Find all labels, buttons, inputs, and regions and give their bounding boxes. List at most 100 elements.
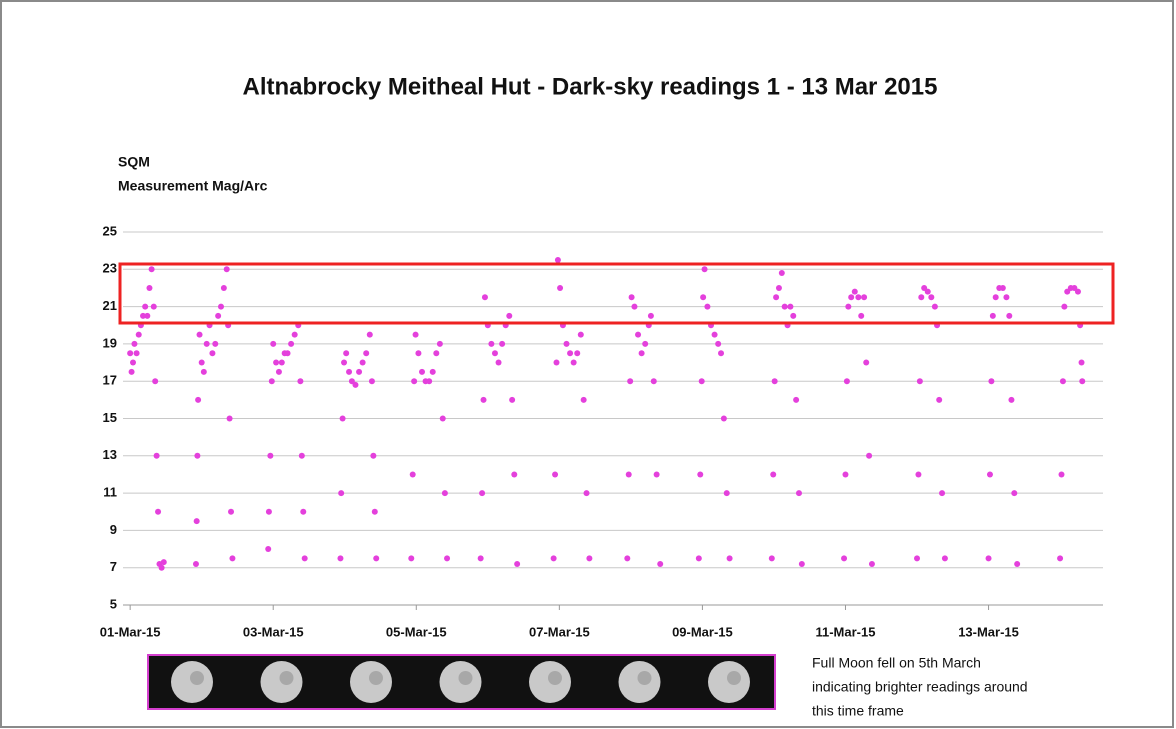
data-point xyxy=(492,350,498,356)
data-point xyxy=(578,332,584,338)
data-point xyxy=(479,490,485,496)
x-tick-label: 09-Mar-15 xyxy=(672,624,733,639)
data-point xyxy=(1079,360,1085,366)
data-point xyxy=(552,471,558,477)
data-point xyxy=(858,313,864,319)
data-point xyxy=(845,304,851,310)
data-point xyxy=(697,471,703,477)
y-axis-label: Measurement Mag/Arc xyxy=(118,178,268,194)
data-point xyxy=(197,332,203,338)
y-tick-label: 17 xyxy=(103,373,117,388)
data-point xyxy=(773,294,779,300)
data-point xyxy=(936,397,942,403)
y-axis-label: SQM xyxy=(118,154,150,170)
data-point xyxy=(338,490,344,496)
data-point xyxy=(215,313,221,319)
data-point xyxy=(481,397,487,403)
data-point xyxy=(437,341,443,347)
data-point xyxy=(221,285,227,291)
data-point xyxy=(571,360,577,366)
data-point xyxy=(770,471,776,477)
data-point xyxy=(557,285,563,291)
data-point xyxy=(300,509,306,515)
data-point xyxy=(915,471,921,477)
data-point xyxy=(373,555,379,561)
x-tick-label: 13-Mar-15 xyxy=(958,624,1019,639)
data-point xyxy=(131,341,137,347)
data-point xyxy=(586,555,592,561)
data-point xyxy=(939,490,945,496)
y-tick-label: 9 xyxy=(110,522,117,537)
data-point xyxy=(704,304,710,310)
data-point xyxy=(584,490,590,496)
data-point xyxy=(987,471,993,477)
data-point xyxy=(514,561,520,567)
data-point xyxy=(154,453,160,459)
data-point xyxy=(511,471,517,477)
data-point xyxy=(270,341,276,347)
data-point xyxy=(787,304,793,310)
data-point xyxy=(346,369,352,375)
data-point xyxy=(201,369,207,375)
data-point xyxy=(152,378,158,384)
data-point xyxy=(918,294,924,300)
data-point xyxy=(276,369,282,375)
data-point xyxy=(440,416,446,422)
data-point xyxy=(863,360,869,366)
chart-title: Altnabrocky Meitheal Hut - Dark-sky read… xyxy=(243,73,938,100)
moon-shade xyxy=(459,671,473,685)
y-tick-label: 11 xyxy=(103,485,117,500)
y-tick-label: 13 xyxy=(103,447,117,462)
x-tick-label: 03-Mar-15 xyxy=(243,624,304,639)
data-point xyxy=(629,294,635,300)
data-point xyxy=(302,555,308,561)
data-point xyxy=(1006,313,1012,319)
data-point xyxy=(724,490,730,496)
data-point xyxy=(574,350,580,356)
data-point xyxy=(161,559,167,565)
moon-strip xyxy=(148,655,775,709)
frame xyxy=(1,1,1173,727)
data-point xyxy=(639,350,645,356)
data-point xyxy=(702,266,708,272)
data-point xyxy=(581,397,587,403)
data-point xyxy=(426,378,432,384)
data-point xyxy=(793,397,799,403)
x-tick-label: 07-Mar-15 xyxy=(529,624,590,639)
moon-shade xyxy=(280,671,294,685)
data-point xyxy=(229,555,235,561)
data-point xyxy=(626,471,632,477)
data-point xyxy=(841,555,847,561)
y-tick-label: 15 xyxy=(103,410,117,425)
data-point xyxy=(779,270,785,276)
data-point xyxy=(356,369,362,375)
data-point xyxy=(772,378,778,384)
y-tick-label: 19 xyxy=(103,335,117,350)
data-point xyxy=(642,341,648,347)
data-point xyxy=(285,350,291,356)
data-point xyxy=(696,555,702,561)
data-point xyxy=(343,350,349,356)
data-point xyxy=(195,397,201,403)
data-point xyxy=(299,453,305,459)
data-point xyxy=(551,555,557,561)
x-tick-label: 05-Mar-15 xyxy=(386,624,447,639)
data-point xyxy=(635,332,641,338)
data-point xyxy=(265,546,271,552)
data-point xyxy=(1014,561,1020,567)
data-point xyxy=(478,555,484,561)
data-point xyxy=(352,382,358,388)
data-point xyxy=(415,350,421,356)
data-point xyxy=(624,555,630,561)
data-point xyxy=(142,304,148,310)
data-point xyxy=(1061,304,1067,310)
data-point xyxy=(444,555,450,561)
annotation: indicating brighter readings around xyxy=(812,679,1028,695)
data-point xyxy=(199,360,205,366)
data-point xyxy=(631,304,637,310)
data-point xyxy=(360,360,366,366)
data-point xyxy=(654,471,660,477)
data-point xyxy=(134,350,140,356)
data-point xyxy=(408,555,414,561)
data-point xyxy=(727,555,733,561)
